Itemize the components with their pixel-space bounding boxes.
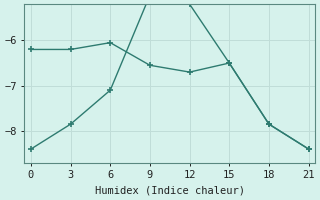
X-axis label: Humidex (Indice chaleur): Humidex (Indice chaleur): [95, 186, 245, 196]
